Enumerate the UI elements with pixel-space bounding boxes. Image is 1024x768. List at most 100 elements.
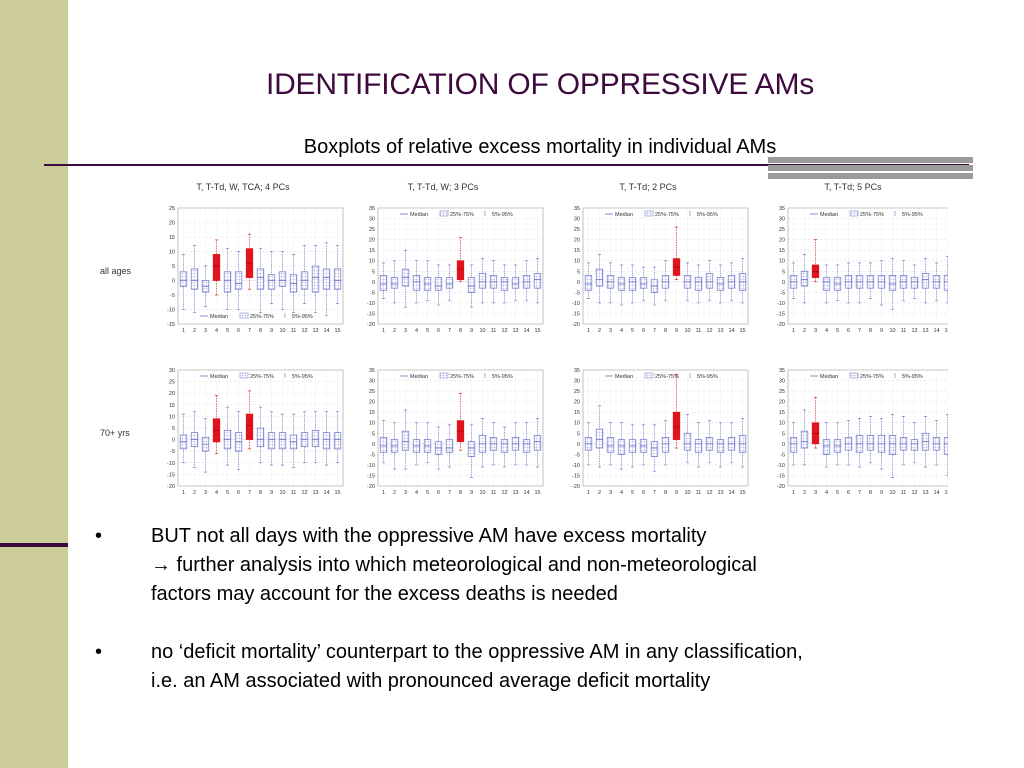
x-tick-label: 12 (301, 490, 307, 496)
y-tick-label: 20 (574, 400, 580, 406)
y-tick-label: 10 (779, 421, 785, 427)
box (800, 430, 809, 449)
y-tick-label: 35 (369, 206, 375, 212)
legend-median-label: Median (820, 212, 838, 218)
box (311, 429, 320, 447)
y-tick-label: 10 (369, 421, 375, 427)
y-tick-label: -20 (572, 322, 580, 328)
x-tick-label: 10 (684, 490, 690, 496)
x-tick-label: 14 (728, 490, 734, 496)
x-tick-label: 12 (911, 490, 917, 496)
legend-whisker-label: 5%-95% (697, 212, 718, 218)
x-tick-label: 15 (334, 490, 340, 496)
x-tick-label: 3 (814, 490, 817, 496)
y-tick-label: 35 (574, 368, 580, 374)
box (617, 439, 626, 455)
box (401, 430, 410, 451)
x-tick-label: 3 (204, 328, 207, 334)
x-tick-label: 9 (880, 328, 883, 334)
y-tick-label: -15 (367, 311, 375, 317)
x-tick-label: 11 (491, 490, 497, 496)
y-tick-label: 20 (574, 238, 580, 244)
box (639, 277, 648, 289)
x-tick-label: 7 (858, 490, 861, 496)
y-tick-label: -5 (780, 452, 785, 458)
x-tick-label: 2 (803, 328, 806, 334)
x-tick-label: 15 (739, 328, 745, 334)
y-tick-label: 10 (169, 250, 175, 256)
x-tick-label: 1 (587, 328, 590, 334)
y-tick-label: 0 (372, 442, 375, 448)
legend-whisker-label: 5%-95% (902, 374, 923, 380)
legend-iqr-label: 25%-75% (250, 314, 274, 320)
box (390, 277, 399, 289)
x-tick-label: 5 (836, 490, 839, 496)
y-tick-label: -10 (167, 461, 175, 467)
x-tick-label: 5 (426, 490, 429, 496)
y-tick-label: 5 (782, 269, 785, 275)
y-tick-label: 30 (369, 217, 375, 223)
x-tick-label: 6 (642, 328, 645, 334)
legend-iqr-swatch (644, 210, 654, 217)
x-tick-label: 8 (259, 328, 262, 334)
box (910, 277, 919, 289)
y-tick-label: -15 (777, 311, 785, 317)
y-tick-label: 0 (782, 280, 785, 286)
legend-iqr-swatch (439, 372, 449, 379)
divider-decor-bars (768, 157, 973, 179)
x-tick-label: 8 (459, 328, 462, 334)
box (379, 275, 388, 291)
x-tick-label: 8 (664, 328, 667, 334)
x-tick-label: 4 (825, 328, 828, 334)
x-tick-label: 3 (404, 490, 407, 496)
y-tick-label: 25 (574, 227, 580, 233)
x-tick-label: 4 (215, 490, 218, 496)
box (333, 432, 342, 450)
x-tick-label: 6 (642, 490, 645, 496)
x-tick-label: 11 (901, 328, 907, 334)
x-tick-label: 13 (922, 490, 928, 496)
box (683, 432, 692, 451)
legend-median-label: Median (410, 212, 428, 218)
x-tick-label: 3 (814, 328, 817, 334)
x-tick-label: 11 (491, 328, 497, 334)
x-tick-label: 6 (437, 490, 440, 496)
y-tick-label: 25 (574, 389, 580, 395)
y-tick-label: 20 (369, 400, 375, 406)
x-tick-label: 2 (393, 490, 396, 496)
legend-iqr-swatch (849, 372, 859, 379)
x-tick-label: 6 (237, 328, 240, 334)
box (888, 275, 897, 291)
box (256, 268, 265, 290)
box (478, 273, 487, 289)
x-tick-label: 14 (523, 490, 529, 496)
box (311, 265, 320, 293)
legend-whisker-label: 5%-95% (492, 212, 513, 218)
box (267, 274, 276, 290)
x-tick-label: 13 (312, 490, 318, 496)
y-tick-label: 0 (172, 438, 175, 444)
box (322, 268, 331, 290)
x-tick-label: 1 (792, 328, 795, 334)
x-tick-label: 4 (215, 328, 218, 334)
x-tick-label: 3 (204, 490, 207, 496)
x-tick-label: 4 (415, 328, 418, 334)
box-highlight (245, 413, 254, 440)
y-tick-label: 5 (172, 426, 175, 432)
y-tick-label: -5 (780, 290, 785, 296)
x-tick-label: 8 (869, 490, 872, 496)
legend-iqr-swatch (239, 372, 249, 379)
y-tick-label: -15 (367, 473, 375, 479)
column-title: T, T-Td, W, TCA; 4 PCs (196, 182, 290, 192)
x-tick-label: 14 (933, 328, 939, 334)
x-tick-label: 9 (470, 490, 473, 496)
row-label: all ages (100, 266, 132, 276)
slide-title: IDENTIFICATION OF OPPRESSIVE AMs (265, 68, 815, 101)
left-accent-line (0, 543, 68, 547)
box (467, 441, 476, 457)
title-divider (44, 164, 969, 166)
y-tick-label: 30 (574, 379, 580, 385)
legend-median-label: Median (820, 374, 838, 380)
x-tick-label: 8 (869, 328, 872, 334)
x-tick-label: 9 (470, 328, 473, 334)
